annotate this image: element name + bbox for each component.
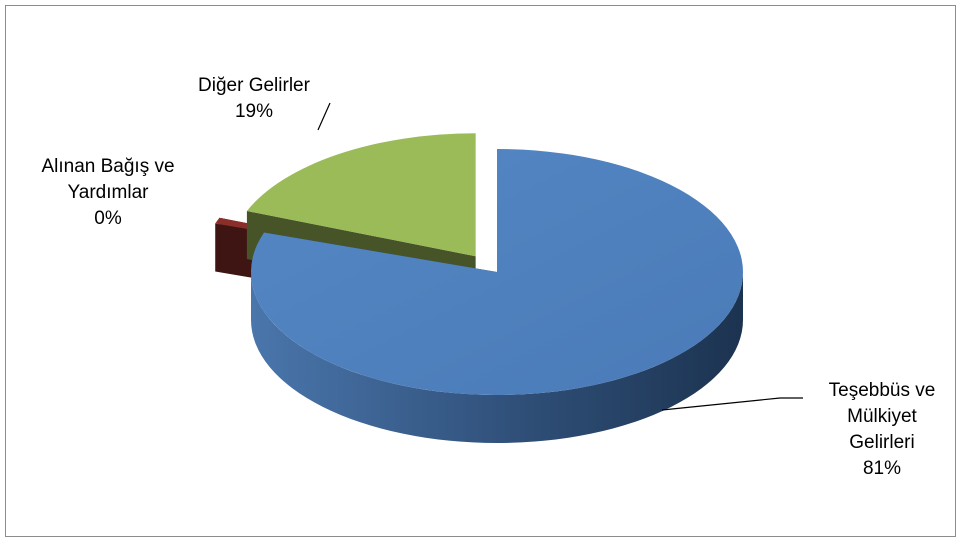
pie-slices xyxy=(215,133,743,443)
label-leader-line xyxy=(317,102,331,131)
pie-slice-top xyxy=(246,133,476,257)
label-leader-line xyxy=(661,397,803,411)
data-label-category: Yardımlar xyxy=(68,182,150,203)
pie-slice xyxy=(250,149,743,443)
data-label-category: Diğer Gelirler xyxy=(198,75,311,96)
data-label-percent: 0% xyxy=(94,208,122,229)
data-label-percent: 81% xyxy=(863,458,901,479)
pie-slice-side xyxy=(251,272,743,443)
data-label-category: Teşebbüs ve xyxy=(829,380,936,401)
data-label-percent: 19% xyxy=(235,101,273,122)
data-label-category: Gelirleri xyxy=(849,432,914,453)
data-label-category: Alınan Bağış ve xyxy=(41,156,174,177)
data-label-category: Mülkiyet xyxy=(847,406,917,427)
pie-labels: Teşebbüs ve Mülkiyet Gelirleri 81% Alınan Ba… xyxy=(41,75,935,479)
pie-slice-top xyxy=(250,149,743,395)
